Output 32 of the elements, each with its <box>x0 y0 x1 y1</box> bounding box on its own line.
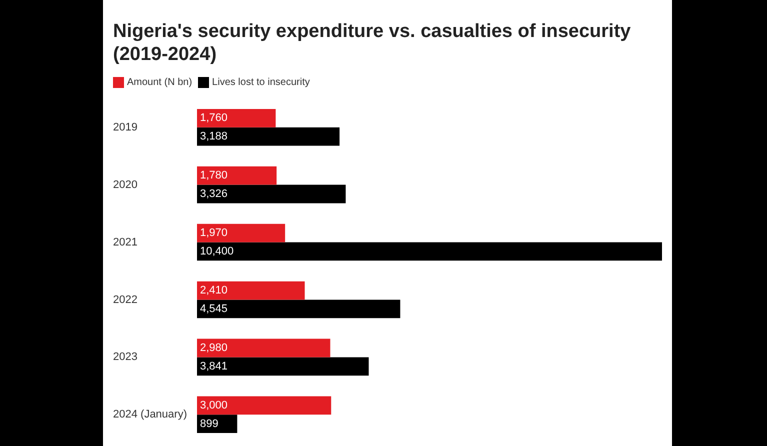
data-label: 3,188 <box>200 130 228 143</box>
y-tick-label: 2019 <box>113 121 138 134</box>
bar <box>197 281 305 300</box>
data-label: 4,545 <box>200 302 228 315</box>
bar <box>197 242 662 261</box>
bar <box>197 108 276 128</box>
bar <box>197 184 346 204</box>
y-tick-label: 2020 <box>113 178 138 191</box>
data-label: 899 <box>200 418 218 430</box>
data-label: 1,760 <box>200 112 228 124</box>
bar <box>197 300 400 318</box>
bar <box>197 166 277 185</box>
bar <box>197 357 369 376</box>
bar <box>197 224 286 242</box>
data-label: 2,410 <box>200 284 228 297</box>
data-label: 1,780 <box>200 170 228 182</box>
y-tick-label: 2021 <box>113 236 138 248</box>
legend-label: Lives lost to insecurity <box>211 77 310 88</box>
legend-label: Amount (N bn) <box>126 77 192 88</box>
data-label: 2,980 <box>200 342 228 354</box>
data-label: 3,326 <box>200 188 228 200</box>
y-tick-label: 2022 <box>113 294 138 306</box>
y-tick-label: 2024 (January) <box>113 408 187 421</box>
bar <box>197 396 332 415</box>
data-label: 10,400 <box>200 245 234 258</box>
bar <box>197 127 340 146</box>
data-label: 1,970 <box>200 227 228 240</box>
chart-title: Nigeria's security expenditure vs. casualties of insecurity (2019-2024) <box>113 20 632 66</box>
data-label: 3,000 <box>200 400 228 412</box>
bar <box>197 338 330 358</box>
y-tick-label: 2023 <box>113 351 138 364</box>
data-label: 3,841 <box>200 360 228 372</box>
